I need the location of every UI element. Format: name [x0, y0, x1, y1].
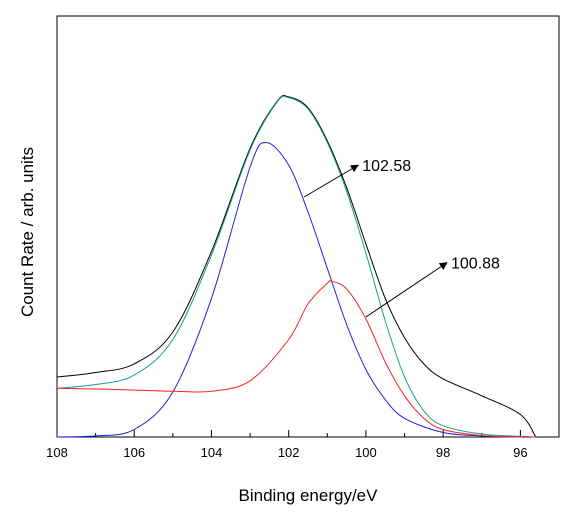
y-axis-title: Count Rate / arb. units [18, 147, 37, 317]
annotations-group: 102.58 100.88 [303, 158, 500, 318]
plot-frame [56, 15, 560, 438]
x-tick-label: 98 [436, 445, 450, 460]
series-group [56, 95, 537, 438]
series-line-fit-sum [56, 95, 536, 438]
annotation-arrow [365, 262, 448, 318]
x-tick-label: 108 [46, 445, 68, 460]
annotation-label: 102.58 [362, 158, 411, 175]
x-tick-label: 100 [355, 445, 377, 460]
x-tick-label: 96 [513, 445, 527, 460]
x-tick-label: 102 [278, 445, 300, 460]
series-line-peak-102 [56, 142, 536, 438]
x-axis-title: Binding energy/eV [239, 486, 379, 505]
annotation-arrow [303, 164, 359, 198]
x-axis-tick-labels: 108 106 104 102 100 98 96 [46, 445, 527, 460]
annotation-label: 100.88 [451, 256, 500, 273]
x-tick-label: 104 [201, 445, 223, 460]
x-tick-label: 106 [123, 445, 145, 460]
series-line-envelope [56, 95, 537, 438]
series-line-peak-100 [56, 280, 536, 438]
